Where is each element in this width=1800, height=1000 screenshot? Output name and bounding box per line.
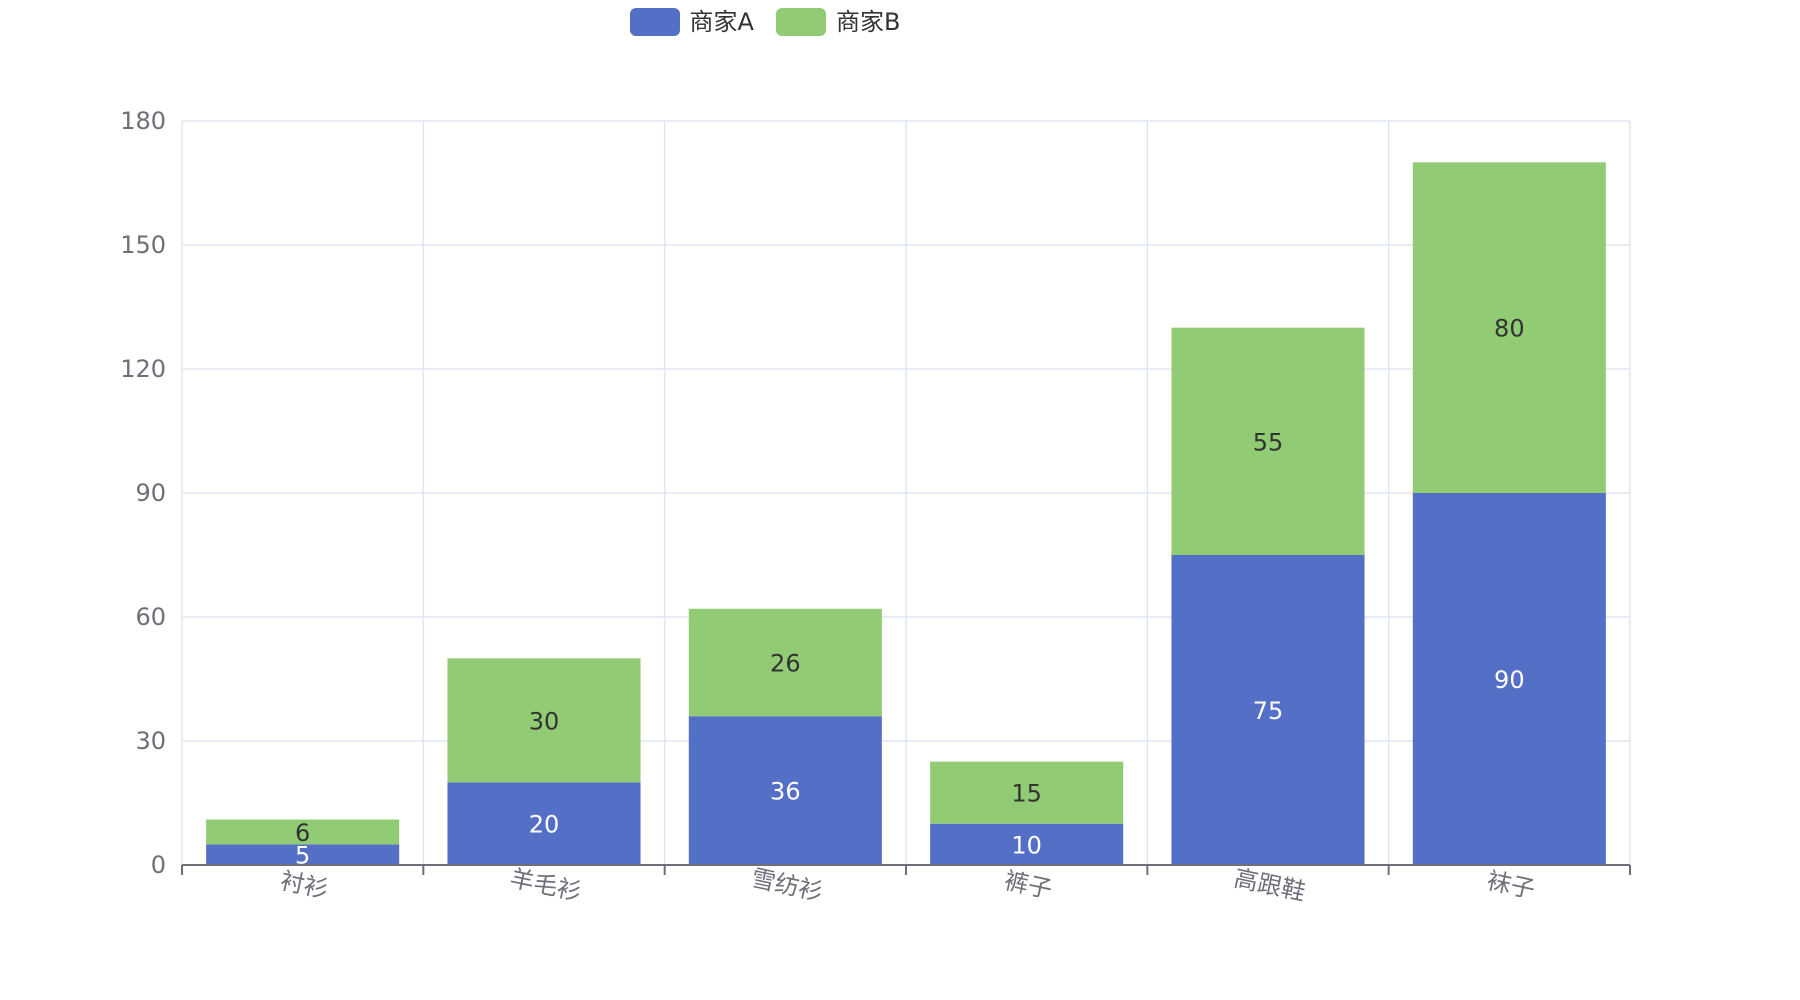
data-label-merchant-b-3: 15 [1011, 780, 1042, 808]
grid-lines [181, 120, 1631, 865]
bars [206, 162, 1606, 865]
legend-swatch-merchant-b [775, 8, 826, 36]
data-label-merchant-a-4: 75 [1253, 697, 1284, 725]
bar-merchant-a-1 [447, 782, 641, 865]
bar-merchant-b-3 [930, 761, 1124, 824]
legend-label-merchant-b: 商家B [835, 8, 901, 36]
data-label-merchant-a-0: 5 [295, 842, 310, 870]
data-label-merchant-a-3: 10 [1011, 831, 1042, 859]
legend-item-merchant-b[interactable]: 商家B [775, 8, 901, 36]
x-tick-label-5: 袜子 [1485, 866, 1538, 903]
y-tick-label-120: 120 [120, 355, 166, 383]
legend-swatch-merchant-a [629, 8, 680, 36]
data-label-merchant-b-0: 6 [295, 819, 310, 847]
y-tick-label-0: 0 [151, 851, 166, 879]
data-label-merchant-b-5: 80 [1494, 315, 1525, 343]
bar-merchant-b-2 [688, 608, 882, 717]
bar-merchant-b-0 [206, 819, 400, 845]
x-tick-label-4: 高跟鞋 [1232, 864, 1308, 906]
y-tick-label-150: 150 [120, 231, 166, 259]
x-tick-label-1: 羊毛衫 [508, 864, 584, 906]
data-label-merchant-b-4: 55 [1253, 428, 1284, 456]
y-tick-label-30: 30 [135, 727, 166, 755]
legend-item-merchant-a[interactable]: 商家A [629, 8, 754, 36]
y-tick-label-90: 90 [135, 479, 166, 507]
y-tick-label-180: 180 [120, 107, 166, 135]
legend-label-merchant-a: 商家A [689, 8, 754, 36]
x-tick-label-2: 雪纺衫 [749, 864, 825, 906]
x-tick-label-0: 衬衫 [278, 866, 331, 903]
bar-merchant-b-1 [447, 658, 641, 783]
y-tick-label-60: 60 [135, 603, 166, 631]
data-label-merchant-b-1: 30 [529, 707, 560, 735]
bar-merchant-b-5 [1412, 162, 1606, 494]
data-label-merchant-a-1: 20 [529, 811, 560, 839]
x-tick-label-3: 裤子 [1002, 866, 1055, 903]
bar-merchant-a-3 [930, 823, 1124, 865]
bar-merchant-a-2 [688, 716, 882, 865]
data-label-merchant-b-2: 26 [770, 649, 801, 677]
bar-merchant-a-5 [1412, 493, 1606, 865]
data-label-merchant-a-2: 36 [770, 778, 801, 806]
data-label-merchant-a-5: 90 [1494, 666, 1525, 694]
bar-merchant-b-4 [1171, 327, 1365, 555]
bar-merchant-a-4 [1171, 555, 1365, 865]
chart-legend: 商家A 商家B [0, 8, 1665, 36]
bar-merchant-a-0 [206, 844, 400, 865]
bar-labels: 56 20 30 36 26 10 15 75 55 90 80 [295, 315, 1525, 870]
